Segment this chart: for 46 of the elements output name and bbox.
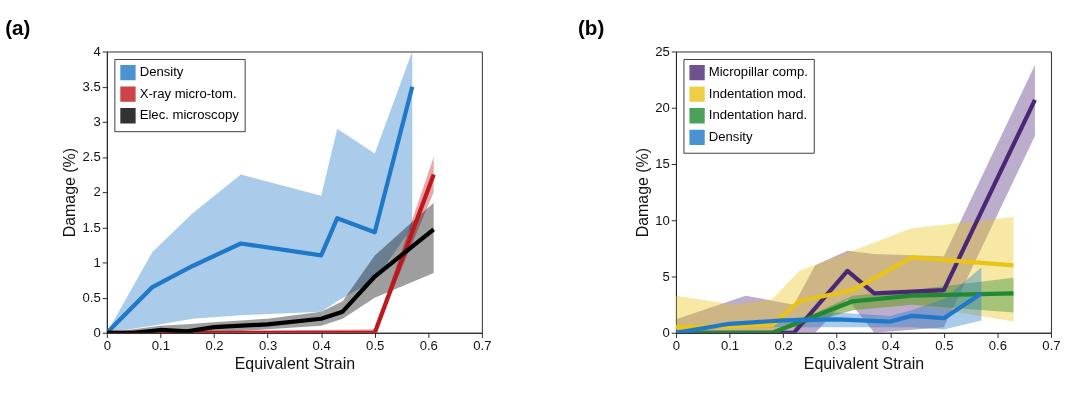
x-tick-label: 0: [103, 338, 111, 354]
legend-label: Elec. microscopy: [139, 107, 240, 123]
x-tick-label: 0.5: [366, 338, 385, 354]
y-tick-label: 0.5: [82, 289, 101, 305]
x-axis-title: Equivalent Strain: [803, 354, 925, 372]
legend-label: X-ray micro-tom.: [139, 85, 237, 101]
legend-label: Indentation mod.: [708, 85, 807, 101]
x-tick-label: 0.5: [935, 338, 954, 354]
x-tick-label: 0.6: [419, 338, 438, 354]
y-tick-label: 10: [655, 212, 670, 228]
y-tick-label: 3.5: [82, 78, 101, 94]
y-tick-label: 25: [655, 43, 670, 59]
y-tick-label: 5: [662, 268, 670, 284]
x-tick-label: 0.4: [881, 338, 900, 354]
legend-label: Indentation hard.: [708, 107, 808, 123]
y-axis-title: Damage (%): [61, 147, 79, 238]
x-tick-label: 0.3: [258, 338, 278, 354]
line-series: [675, 255, 1016, 330]
y-tick-label: 15: [655, 156, 670, 172]
x-tick-label: 0.6: [988, 338, 1008, 354]
y-tick-label: 4: [93, 43, 101, 59]
chart-title: (b): [577, 15, 605, 39]
legend-label: Micropillar comp.: [708, 64, 808, 80]
chart-title: (a): [5, 15, 31, 39]
legend-label: Density: [139, 64, 184, 80]
y-tick-label: 0: [93, 325, 101, 341]
x-tick-label: 0.1: [720, 338, 740, 354]
y-tick-label: 2.5: [82, 149, 101, 165]
x-tick-label: 0.7: [473, 338, 492, 354]
y-tick-label: 2: [93, 184, 101, 200]
x-tick-label: 0: [672, 338, 681, 354]
x-tick-label: 0.2: [774, 338, 793, 354]
y-tick-label: 0: [662, 325, 670, 341]
y-tick-label: 20: [655, 100, 670, 115]
x-tick-label: 0.2: [205, 338, 224, 354]
legend-label: Density: [708, 129, 753, 145]
x-tick-label: 0.3: [828, 338, 847, 354]
x-tick-label: 0.4: [312, 338, 331, 354]
y-tick-label: 3: [93, 114, 101, 130]
x-tick-label: 0.1: [151, 338, 171, 354]
y-tick-label: 1.5: [82, 219, 101, 235]
y-axis-title: Damage (%): [633, 147, 651, 238]
line-series: [106, 227, 436, 333]
x-axis-title: Equivalent Strain: [234, 354, 356, 372]
x-tick-label: 0.7: [1042, 338, 1061, 354]
y-tick-label: 1: [93, 254, 101, 270]
